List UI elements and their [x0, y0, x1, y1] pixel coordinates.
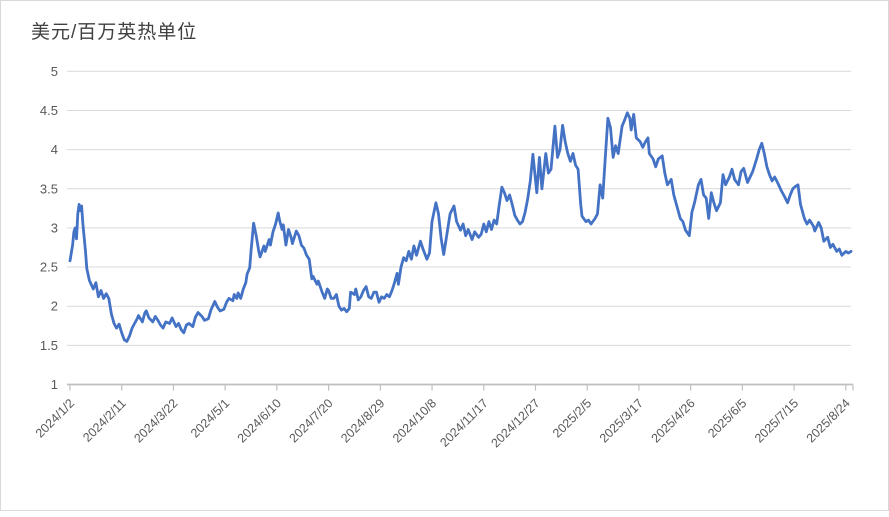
y-tick-label: 3 — [51, 220, 58, 235]
price-line — [68, 111, 853, 343]
y-tick-label: 2.5 — [40, 260, 58, 275]
chart-title: 美元/百万英热单位 — [31, 22, 198, 43]
y-tick-label: 5 — [51, 64, 58, 79]
x-tick-label: 2024/8/29 — [338, 396, 387, 445]
y-tick-label: 1.5 — [40, 338, 58, 353]
x-tick-label: 2024/3/22 — [131, 396, 180, 445]
x-tick-label: 2025/8/24 — [804, 396, 853, 445]
y-tick-label: 1 — [51, 377, 58, 392]
x-tick-label: 2025/7/15 — [752, 396, 801, 445]
x-tick-label: 2024/11/17 — [437, 396, 491, 450]
x-tick-label: 2024/7/20 — [287, 396, 336, 445]
x-tick-label: 2024/10/8 — [390, 396, 439, 445]
x-tick-label: 2025/6/5 — [705, 396, 749, 440]
x-tick-label: 2024/2/11 — [80, 396, 129, 445]
y-tick-label: 3.5 — [40, 181, 58, 196]
x-tick-label: 2025/3/17 — [597, 396, 646, 445]
x-tick-label: 2024/1/2 — [33, 396, 77, 440]
y-tick-label: 4.5 — [40, 103, 58, 118]
x-tick-label: 2025/4/26 — [649, 396, 698, 445]
y-tick-label: 4 — [51, 142, 58, 157]
x-tick-label: 2024/12/27 — [488, 396, 542, 450]
y-tick-label: 2 — [51, 299, 58, 314]
x-tick-label: 2024/6/10 — [235, 396, 284, 445]
x-tick-label: 2024/5/1 — [188, 396, 232, 440]
x-tick-label: 2025/2/5 — [550, 396, 594, 440]
